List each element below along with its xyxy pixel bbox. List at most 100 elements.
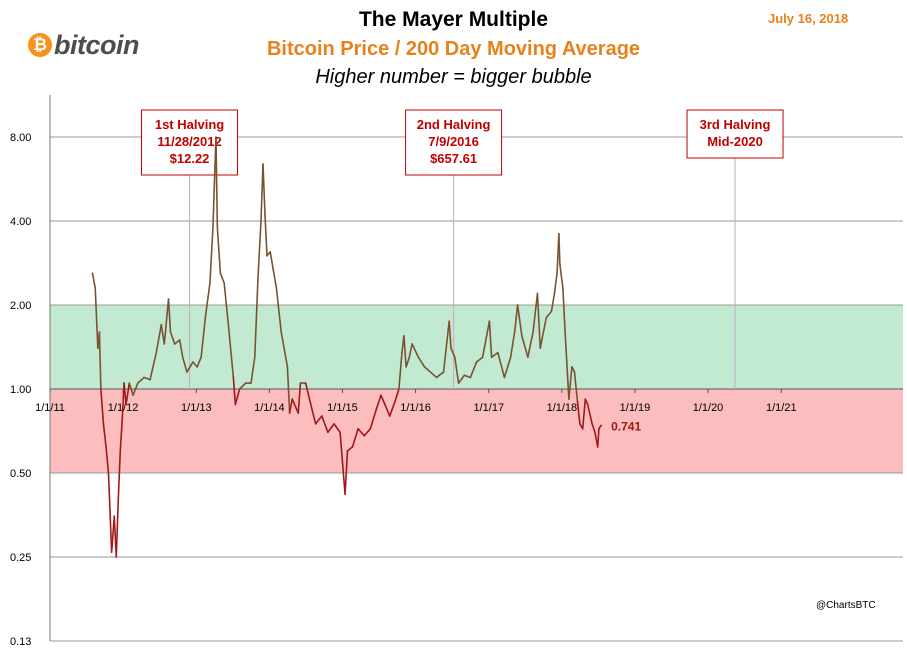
series-segment: [576, 400, 581, 425]
series-segment: [516, 304, 523, 337]
series-segment: [333, 423, 341, 434]
series-segment: [291, 398, 300, 414]
series-segment: [550, 292, 556, 313]
series-segment: [204, 282, 211, 319]
series-segment: [598, 424, 602, 430]
chart-tagline: Higher number = bigger bubble: [315, 66, 592, 88]
series-segment: [107, 472, 113, 554]
series-segment: [475, 356, 484, 363]
series-segment: [469, 361, 478, 379]
series-segment: [181, 356, 188, 373]
y-tick-label: 2.00: [10, 300, 31, 312]
series-segment: [119, 418, 124, 452]
y-tick-label: 8.00: [10, 132, 31, 144]
series-segment: [481, 320, 491, 359]
series-segment: [388, 400, 396, 417]
series-segment: [435, 371, 445, 379]
y-tick-label: 0.13: [10, 636, 31, 648]
halving-box: [141, 109, 239, 176]
chart-title: The Mayer Multiple: [358, 8, 549, 31]
series-segment: [117, 450, 122, 501]
series-segment: [558, 232, 561, 266]
series-segment: [586, 403, 593, 425]
halving-label: Mid-2020: [707, 134, 763, 149]
series-segment: [232, 376, 237, 406]
series-segment: [394, 388, 400, 403]
series-segment: [100, 388, 105, 425]
series-segment: [269, 251, 278, 289]
bitcoin-logo-text: bitcoin: [54, 29, 140, 60]
y-tick-label: 0.50: [10, 468, 31, 480]
bitcoin-coin-icon: ₿: [28, 33, 52, 57]
series-segment: [314, 415, 323, 425]
undervalued-zone-band: [50, 389, 903, 473]
series-segment: [527, 331, 534, 359]
series-segment: [562, 287, 566, 333]
series-segment: [539, 316, 548, 350]
series-segment: [581, 398, 587, 430]
series-segment: [327, 423, 335, 434]
series-segment: [564, 331, 570, 400]
x-tick-label: 1/1/19: [620, 402, 651, 414]
series-segment: [405, 356, 411, 368]
halving-label: $657.61: [430, 151, 477, 166]
series-segment: [167, 298, 172, 333]
bitcoin-logo: ₿ bitcoin: [28, 28, 140, 62]
series-segment: [192, 361, 198, 368]
series-segment: [223, 282, 230, 326]
series-segment: [216, 226, 222, 275]
y-tick-label: 4.00: [10, 216, 31, 228]
series-segment: [286, 366, 291, 414]
series-segment: [163, 298, 170, 345]
series-segment: [357, 428, 366, 437]
x-tick-label: 1/1/14: [254, 402, 285, 414]
series-segment: [137, 376, 145, 384]
current-value-label: 0.741: [611, 419, 641, 433]
series-segment: [429, 371, 438, 379]
series-segment: [262, 163, 266, 216]
series-segment: [509, 331, 516, 359]
halving-label: 1st Halving: [155, 117, 224, 132]
series-segment: [155, 323, 163, 354]
series-segment: [571, 366, 576, 373]
series-segment: [403, 335, 407, 368]
x-tick-label: 1/1/11: [35, 402, 65, 414]
series-segment: [591, 423, 596, 434]
series-segment: [568, 366, 573, 400]
series-segment: [488, 320, 493, 359]
series-segment: [105, 446, 110, 474]
chart-date: July 16, 2018: [768, 11, 849, 26]
x-tick-label: 1/1/21: [766, 402, 797, 414]
series-segment: [457, 374, 466, 384]
series-segment: [375, 394, 382, 410]
series-segment: [344, 450, 349, 495]
series-segment: [553, 272, 558, 295]
series-segment: [115, 499, 120, 558]
series-segment: [450, 347, 456, 359]
series-segment: [521, 335, 529, 359]
series-segment: [227, 323, 235, 379]
halving-label: 11/28/2012: [157, 134, 221, 149]
series-segment: [559, 263, 564, 289]
series-segment: [503, 356, 512, 379]
series-segment: [125, 382, 131, 406]
series-segment: [102, 423, 107, 448]
series-segment: [448, 320, 452, 350]
x-tick-label: 1/1/13: [181, 402, 212, 414]
series-segment: [280, 331, 289, 368]
chart-subtitle: Bitcoin Price / 200 Day Moving Average: [266, 38, 641, 60]
series-segment: [288, 398, 294, 414]
x-tick-label: 1/1/20: [693, 402, 724, 414]
series-segment: [275, 287, 283, 333]
series-segment: [411, 343, 420, 359]
y-tick-label: 1.00: [10, 384, 31, 396]
series-segment: [363, 428, 372, 437]
series-segment: [369, 407, 378, 430]
series-segment: [143, 376, 151, 381]
series-segment: [132, 382, 139, 397]
series-segment: [513, 304, 519, 333]
series-segment: [536, 292, 542, 350]
series-segment: [250, 356, 256, 384]
series-segment: [490, 351, 499, 359]
